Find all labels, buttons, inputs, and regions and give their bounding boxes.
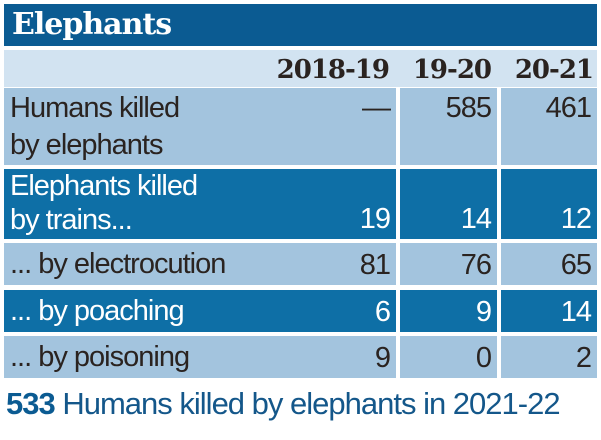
cell-value: 6 — [374, 296, 391, 328]
table-row: ... by poaching 6 9 14 — [4, 290, 597, 332]
cell-value: 461 — [545, 92, 592, 124]
row-label: Elephants killed — [10, 170, 198, 202]
cell-value: 81 — [359, 249, 391, 281]
cell-value: 14 — [460, 203, 492, 235]
cell-value: 2 — [575, 342, 592, 374]
row-label: by trains... — [10, 204, 133, 236]
cell-value: — — [362, 92, 391, 124]
cell-value: 9 — [475, 296, 492, 328]
header-row: 2018-19 19-20 20-21 — [4, 50, 597, 87]
column-header: 19-20 — [412, 55, 492, 85]
table-row: ... by poisoning 9 0 2 — [4, 336, 597, 378]
cell-value: 0 — [475, 342, 492, 374]
row-label: ... by poisoning — [10, 341, 190, 373]
row-label: by elephants — [10, 129, 163, 161]
cell-value: 65 — [560, 249, 592, 281]
table-row: Humans killed by elephants — 585 461 — [4, 88, 597, 165]
table-row: Elephants killed by trains... 19 14 12 — [4, 169, 597, 239]
column-header: 20-21 — [514, 55, 594, 85]
footnote-text: Humans killed by elephants in 2021-22 — [62, 386, 560, 421]
row-label: Humans killed — [10, 92, 180, 124]
cell-value: 76 — [460, 249, 492, 281]
footnote: 533 Humans killed by elephants in 2021-2… — [6, 386, 561, 422]
footnote-number: 533 — [6, 386, 56, 421]
cell-value: 14 — [560, 296, 592, 328]
row-label: ... by electrocution — [10, 248, 226, 280]
cell-value: 12 — [560, 203, 592, 235]
cell-value: 19 — [359, 203, 391, 235]
table-row: ... by electrocution 81 76 65 — [4, 243, 597, 285]
cell-value: 9 — [374, 342, 391, 374]
table-title: Elephants — [4, 4, 597, 46]
cell-value: 585 — [445, 92, 492, 124]
column-header: 2018-19 — [276, 55, 390, 85]
row-label: ... by poaching — [10, 295, 185, 327]
